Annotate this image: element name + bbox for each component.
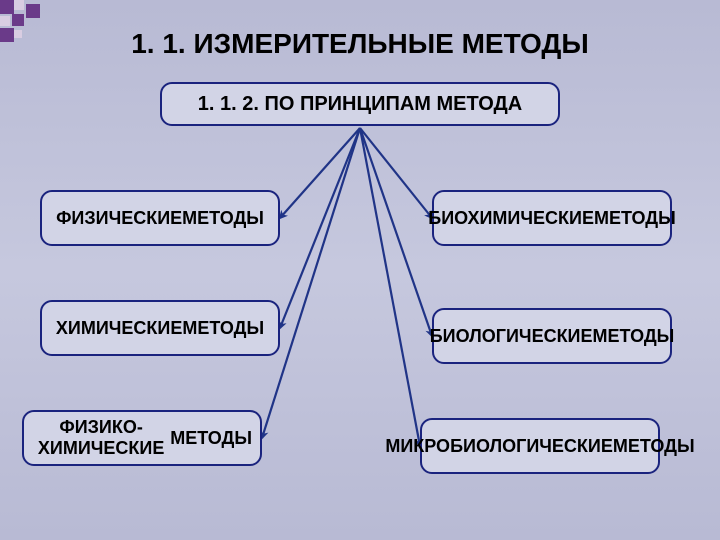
method-label-line: МЕТОДЫ: [182, 208, 264, 229]
subtitle-text: 1. 1. 2. ПО ПРИНЦИПАМ МЕТОДА: [198, 93, 522, 116]
method-label-line: МЕТОДЫ: [182, 318, 264, 339]
main-title: 1. 1. ИЗМЕРИТЕЛЬНЫЕ МЕТОДЫ: [0, 28, 720, 60]
subtitle-box: 1. 1. 2. ПО ПРИНЦИПАМ МЕТОДА: [160, 82, 560, 126]
method-label-line: БИОЛОГИЧЕСКИЕ: [430, 326, 593, 347]
method-label-line: МЕТОДЫ: [594, 208, 676, 229]
method-box-phys: ФИЗИЧЕСКИЕМЕТОДЫ: [40, 190, 280, 246]
method-label-line: МЕТОДЫ: [170, 428, 252, 449]
deco-square: [0, 0, 14, 14]
method-box-chem: ХИМИЧЕСКИЕМЕТОДЫ: [40, 300, 280, 356]
method-label-line: МИКРОБИОЛОГИЧЕСКИЕ: [385, 436, 612, 457]
method-label-line: ХИМИЧЕСКИЕ: [56, 318, 182, 339]
method-label-line: МЕТОДЫ: [613, 436, 695, 457]
deco-square: [0, 16, 10, 26]
deco-square: [26, 4, 40, 18]
method-label-line: МЕТОДЫ: [593, 326, 675, 347]
method-label-line: ФИЗИЧЕСКИЕ: [56, 208, 182, 229]
method-box-micro: МИКРОБИОЛОГИЧЕСКИЕМЕТОДЫ: [420, 418, 660, 474]
method-label-line: БИОХИМИЧЕСКИЕ: [428, 208, 594, 229]
deco-square: [12, 14, 24, 26]
method-box-biochem: БИОХИМИЧЕСКИЕМЕТОДЫ: [432, 190, 672, 246]
method-box-bio: БИОЛОГИЧЕСКИЕМЕТОДЫ: [432, 308, 672, 364]
deco-square: [14, 0, 24, 10]
method-label-line: ФИЗИКО-ХИМИЧЕСКИЕ: [32, 417, 170, 458]
method-box-physchm: ФИЗИКО-ХИМИЧЕСКИЕМЕТОДЫ: [22, 410, 262, 466]
